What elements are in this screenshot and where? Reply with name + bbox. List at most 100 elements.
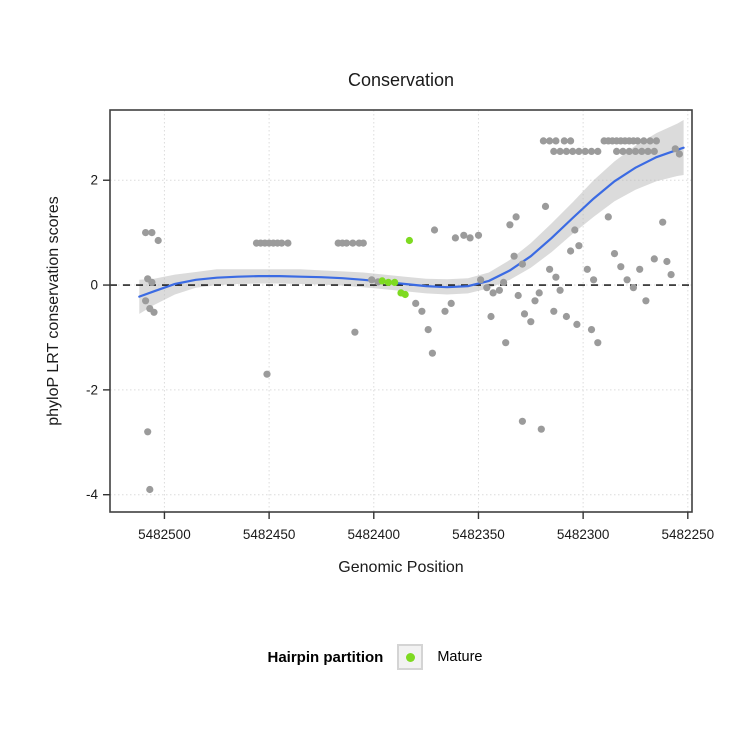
data-point: [552, 273, 560, 281]
data-point: [638, 147, 646, 155]
data-point: [587, 326, 596, 334]
data-point: [652, 137, 661, 145]
data-point: [142, 229, 150, 237]
data-point: [556, 147, 564, 155]
data-point: [537, 425, 545, 433]
x-tick-label: 5482250: [662, 527, 715, 542]
data-point: [575, 147, 583, 155]
legend: Hairpin partition Mature: [0, 640, 750, 674]
data-point: [552, 137, 560, 145]
data-point: [667, 271, 675, 279]
data-point: [619, 147, 627, 155]
data-point: [447, 299, 455, 307]
data-point: [278, 239, 286, 247]
data-point: [636, 265, 644, 273]
data-point: [634, 137, 642, 145]
data-point: [646, 137, 654, 145]
data-point: [148, 229, 156, 237]
data-point: [594, 339, 602, 347]
data-point: [510, 252, 518, 260]
chart-title: Conservation: [348, 70, 454, 90]
data-point: [610, 250, 619, 258]
data-point: [567, 247, 575, 255]
data-point: [412, 299, 420, 307]
data-point: [650, 147, 658, 155]
legend-title: Hairpin partition: [267, 648, 384, 666]
data-point: [623, 276, 631, 284]
data-point: [430, 226, 439, 234]
data-point: [587, 147, 596, 155]
x-tick-label: 5482300: [557, 527, 610, 542]
data-point: [560, 137, 568, 145]
data-point: [567, 137, 575, 145]
data-point: [629, 284, 638, 292]
data-point: [142, 297, 150, 305]
data-point: [351, 328, 359, 336]
data-point: [368, 276, 376, 284]
data-point: [531, 297, 539, 305]
mature-point-swatch: [405, 652, 415, 662]
data-point: [144, 428, 152, 436]
data-point: [527, 318, 535, 326]
data-point: [562, 312, 571, 321]
data-point: [594, 147, 602, 155]
y-axis-label: phyloP LRT conservation scores: [45, 196, 62, 425]
mature-data-point: [405, 236, 413, 245]
data-point: [571, 226, 579, 234]
data-point: [502, 339, 510, 347]
data-point: [663, 257, 671, 266]
y-tick-label: -4: [86, 487, 98, 502]
data-point: [640, 137, 648, 145]
data-point: [562, 147, 571, 155]
data-point: [573, 320, 581, 328]
data-point: [550, 147, 558, 155]
data-point: [146, 485, 154, 494]
conservation-scatter-plot: 5482500 5482450 5482400 5482350 5482300 54822…: [45, 70, 715, 576]
data-point: [520, 310, 529, 318]
data-point: [535, 289, 543, 297]
data-point: [349, 239, 357, 247]
data-point: [604, 213, 612, 221]
data-point: [343, 239, 351, 247]
smooth-fit-line: [138, 146, 685, 298]
mature-data-point: [391, 278, 399, 286]
data-point: [590, 276, 598, 284]
data-point: [477, 276, 485, 284]
data-point: [659, 218, 667, 226]
data-point: [424, 326, 432, 334]
data-point: [263, 370, 271, 378]
data-point: [487, 312, 495, 321]
y-tick-label: 0: [90, 278, 98, 293]
data-point: [625, 147, 633, 155]
data-point: [483, 284, 491, 292]
data-point: [284, 239, 292, 247]
data-point: [581, 147, 589, 155]
panel-border: [109, 109, 693, 513]
data-point: [428, 349, 436, 357]
data-point: [539, 137, 548, 145]
data-point: [546, 265, 554, 273]
y-tick-label: -2: [86, 382, 98, 397]
data-point: [556, 286, 564, 294]
data-point: [546, 137, 554, 145]
data-point: [451, 234, 459, 242]
x-axis-label: Genomic Position: [338, 559, 463, 576]
data-point: [675, 150, 684, 158]
data-point: [650, 255, 658, 263]
data-point: [583, 265, 591, 273]
data-point: [460, 231, 468, 239]
data-point: [466, 234, 474, 242]
legend-item-label-mature: Mature: [437, 649, 483, 665]
data-point: [500, 278, 508, 286]
data-point: [575, 242, 583, 250]
mature-data-point: [378, 277, 386, 285]
data-point: [569, 147, 577, 155]
data-point: [644, 147, 652, 155]
data-point: [617, 263, 625, 271]
data-point: [642, 297, 650, 305]
data-point: [154, 236, 162, 245]
data-point: [489, 289, 497, 297]
x-tick-label: 5482400: [348, 527, 401, 542]
legend-key-mature: [397, 644, 424, 670]
